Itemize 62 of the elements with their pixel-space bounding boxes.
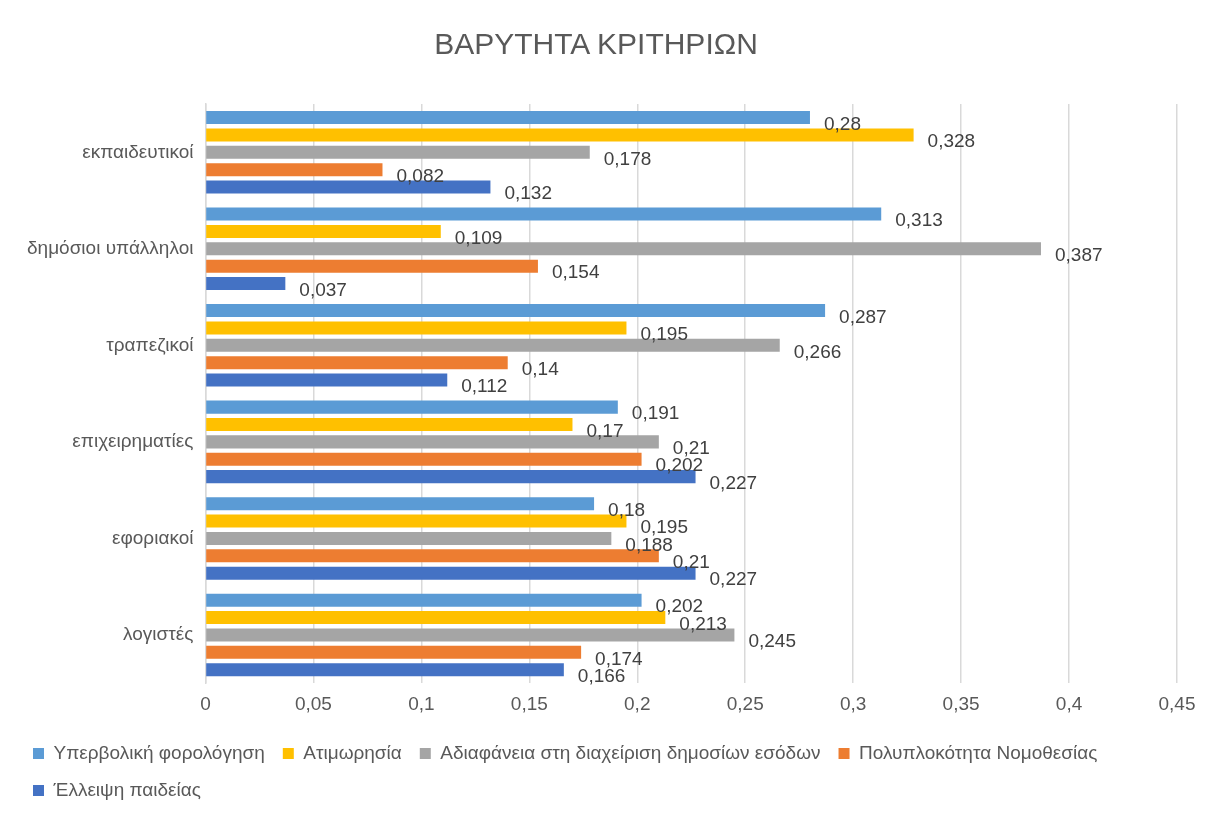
- x-tick-label: 0,35: [942, 692, 980, 714]
- x-tick-label: 0,05: [294, 692, 332, 714]
- bar: [206, 497, 595, 511]
- x-tick-label: 0,15: [510, 692, 548, 714]
- bar: [206, 163, 383, 177]
- y-tick-label: λογιστές: [123, 623, 194, 645]
- x-tick-label: 0,4: [1055, 692, 1083, 714]
- y-tick-label: τραπεζικοί: [106, 333, 195, 355]
- data-label: 0,227: [709, 471, 758, 493]
- x-tick-label: 0,3: [839, 692, 867, 714]
- bar: [206, 259, 538, 273]
- x-tick-label: 0,45: [1158, 692, 1196, 714]
- chart-title: ΒΑΡΥΤΗΤΑ ΚΡΙΤΗΡΙΩΝ: [434, 27, 758, 61]
- data-label: 0,287: [839, 305, 887, 327]
- bar: [206, 663, 564, 677]
- data-label: 0,109: [454, 226, 503, 248]
- y-tick-label: δημόσιοι υπάλληλοι: [26, 237, 194, 259]
- y-tick-label: εφοριακοί: [112, 526, 195, 548]
- data-label: 0,178: [603, 147, 652, 169]
- data-label: 0,227: [709, 568, 758, 590]
- bar: [206, 321, 627, 335]
- bar: [206, 224, 441, 238]
- bar: [206, 417, 573, 432]
- bar: [206, 356, 508, 370]
- legend-label: Έλλειψη παιδείας: [52, 778, 201, 800]
- data-label: 0,328: [927, 130, 976, 152]
- x-tick-label: 0,2: [624, 692, 651, 714]
- data-label: 0,132: [504, 182, 552, 204]
- data-label: 0,21: [672, 437, 710, 459]
- bar: [206, 145, 590, 159]
- data-label: 0,14: [521, 357, 560, 379]
- data-label: 0,195: [640, 323, 688, 345]
- data-label: 0,313: [895, 209, 943, 231]
- legend-label: Υπερβολική φορολόγηση: [53, 741, 265, 763]
- bar: [206, 207, 882, 221]
- x-tick-label: 0,1: [408, 692, 435, 714]
- bar: [206, 304, 826, 318]
- legend-label: Αδιαφάνεια στη διαχείριση δημοσίων εσόδων: [440, 741, 821, 763]
- bar: [206, 400, 618, 414]
- data-label: 0,191: [631, 402, 680, 424]
- bar: [206, 593, 642, 607]
- y-tick-label: εκπαιδευτικοί: [82, 140, 195, 162]
- y-tick-label: επιχειρηματίες: [72, 430, 194, 452]
- bar: [206, 645, 582, 659]
- bar: [206, 373, 448, 387]
- data-label: 0,266: [793, 340, 842, 362]
- data-label: 0,21: [672, 551, 710, 573]
- data-label: 0,245: [748, 630, 796, 652]
- data-label: 0,154: [551, 261, 600, 283]
- data-label: 0,112: [461, 375, 508, 397]
- data-label: 0,037: [299, 278, 347, 300]
- bar: [206, 531, 612, 545]
- data-label: 0,17: [586, 419, 624, 441]
- x-tick-label: 0,25: [726, 692, 764, 714]
- data-label: 0,387: [1054, 244, 1103, 266]
- x-tick-label: 0: [200, 692, 211, 714]
- data-label: 0,082: [396, 164, 445, 186]
- legend-label: Ατιμωρησία: [303, 741, 402, 763]
- bar: [206, 277, 286, 291]
- bar: [206, 111, 810, 125]
- bar: [206, 452, 642, 466]
- legend-label: Πολυπλοκότητα Νομοθεσίας: [859, 741, 1098, 763]
